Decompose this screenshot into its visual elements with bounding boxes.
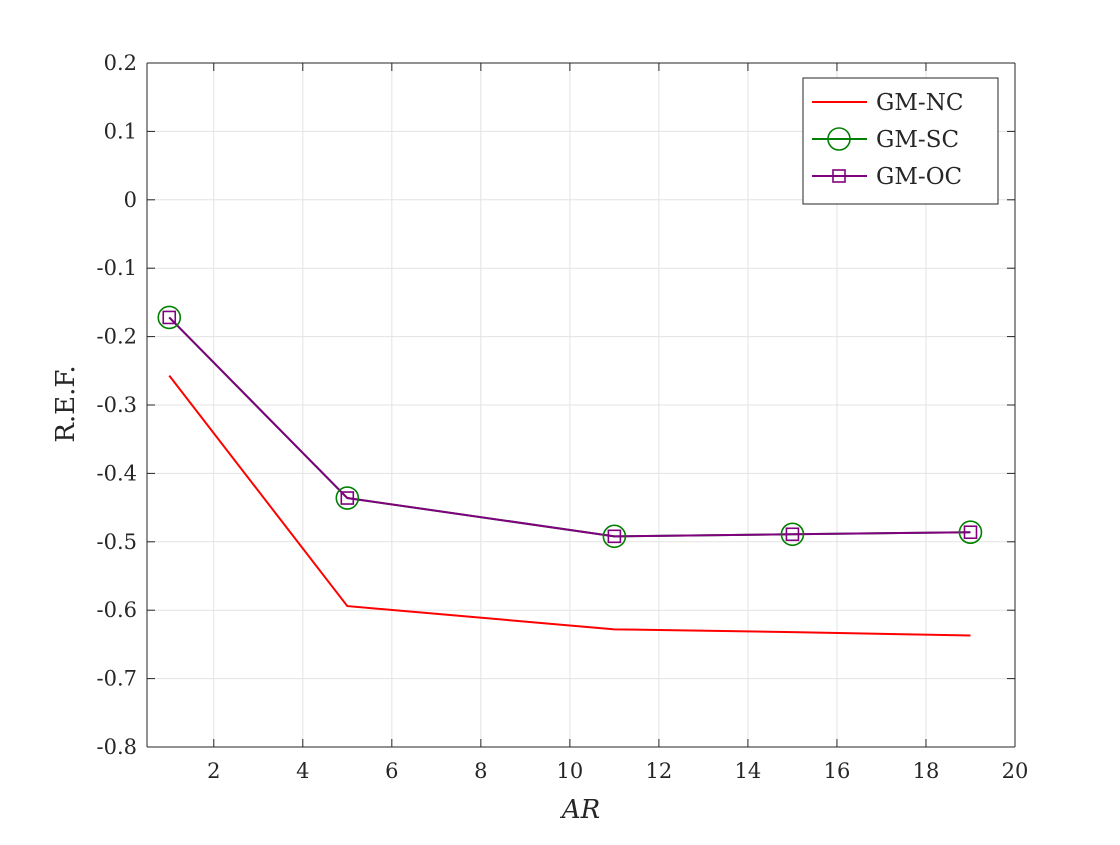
y-tick-label: -0.2 xyxy=(97,325,138,349)
data-point-gm-sc xyxy=(602,524,627,549)
data-point-gm-sc xyxy=(157,305,182,330)
x-tick-label: 16 xyxy=(824,759,851,783)
y-tick-label: -0.7 xyxy=(97,667,138,691)
legend-label-gm-nc: GM-NC xyxy=(876,90,963,116)
data-point-gm-sc xyxy=(335,486,360,510)
y-tick-label: -0.1 xyxy=(97,256,138,280)
y-tick-label: -0.3 xyxy=(97,393,138,417)
y-tick-label: 0.1 xyxy=(104,119,137,143)
data-point-gm-sc xyxy=(958,520,983,545)
data-point-gm-oc xyxy=(340,491,355,505)
data-point-gm-oc xyxy=(607,529,622,544)
y-tick-label: -0.5 xyxy=(97,530,138,554)
series-line-gm-nc xyxy=(168,374,971,637)
x-tick-label: 8 xyxy=(474,759,487,783)
y-tick-label: -0.6 xyxy=(97,598,138,622)
data-point-gm-oc xyxy=(963,525,978,540)
data-point-gm-sc xyxy=(780,522,805,547)
legend-marker-gm-oc xyxy=(832,169,846,183)
x-tick-label: 10 xyxy=(557,759,584,783)
legend-label-gm-oc: GM-OC xyxy=(876,164,962,190)
y-tick-label: -0.4 xyxy=(97,461,138,485)
x-axis-label: AR xyxy=(560,795,600,825)
series-line-gm-oc xyxy=(168,316,971,538)
x-tick-label: 14 xyxy=(735,759,762,783)
x-tick-label: 4 xyxy=(296,759,309,783)
legend-label-gm-sc: GM-SC xyxy=(876,127,959,153)
y-tick-label: 0 xyxy=(124,188,137,212)
x-tick-label: 2 xyxy=(207,759,220,783)
y-axis-label: R.E.F. xyxy=(51,365,81,442)
series-markers xyxy=(157,305,983,549)
legend: GM-NC GM-SC GM-OC xyxy=(802,77,999,205)
data-point-gm-oc xyxy=(162,310,177,325)
y-tick-label: -0.8 xyxy=(97,735,138,759)
legend-box xyxy=(802,77,999,205)
data-point-gm-oc xyxy=(785,527,800,542)
x-tick-label: 6 xyxy=(385,759,398,783)
tick-labels: 2 4 6 8 10 12 14 16 18 20 0.2 0.1 0 -0.1 -0.2 -0.3 -0.4 -… xyxy=(97,51,1029,783)
axes xyxy=(146,62,1016,748)
x-tick-label: 20 xyxy=(1002,759,1029,783)
x-tick-label: 12 xyxy=(646,759,673,783)
series-lines xyxy=(168,316,971,637)
x-tick-label: 18 xyxy=(913,759,940,783)
y-tick-label: 0.2 xyxy=(104,51,137,75)
legend-marker-gm-sc xyxy=(827,127,851,151)
